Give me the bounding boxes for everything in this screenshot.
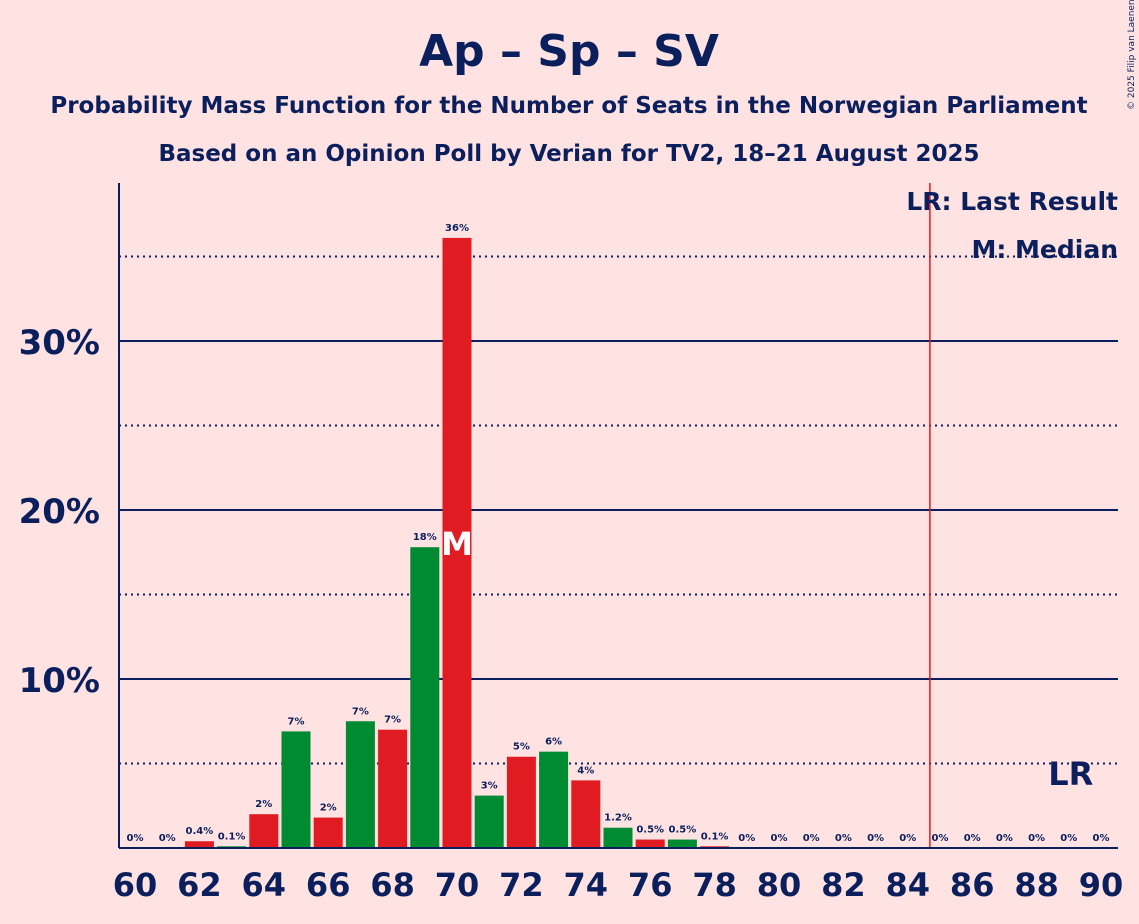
value-label-65: 7%	[288, 716, 305, 727]
x-tick-label: 86	[950, 866, 995, 904]
legend-last-result: LR: Last Result	[906, 187, 1118, 216]
value-label-78: 0.1%	[701, 831, 729, 842]
bar-76	[635, 839, 665, 848]
x-tick-label: 88	[1014, 866, 1059, 904]
copyright-text: © 2025 Filip van Laenen	[1127, 0, 1137, 110]
value-label-86: 0%	[964, 833, 981, 844]
x-tick-label: 80	[757, 866, 802, 904]
x-tick-label: 84	[886, 866, 931, 904]
x-tick-label: 82	[821, 866, 866, 904]
bars	[184, 237, 730, 848]
bar-64	[249, 814, 279, 848]
value-label-73: 6%	[545, 737, 562, 748]
value-label-84: 0%	[899, 833, 916, 844]
chart-subtitle-1: Probability Mass Function for the Number…	[50, 93, 1087, 119]
bar-72	[506, 756, 536, 848]
value-label-83: 0%	[867, 833, 884, 844]
value-label-72: 5%	[513, 742, 530, 753]
x-tick-label: 60	[113, 866, 158, 904]
value-label-85: 0%	[932, 833, 949, 844]
y-tick-label: 20%	[19, 492, 100, 532]
value-label-67: 7%	[352, 706, 369, 717]
x-tick-label: 62	[177, 866, 222, 904]
bar-73	[539, 751, 569, 848]
chart-title: Ap – Sp – SV	[419, 26, 719, 77]
value-label-62: 0.4%	[186, 826, 214, 837]
x-tick-label: 72	[499, 866, 544, 904]
x-tick-label: 74	[564, 866, 609, 904]
value-label-79: 0%	[738, 833, 755, 844]
value-label-76: 0.5%	[636, 825, 664, 836]
x-tick-label: 68	[370, 866, 415, 904]
bar-68	[378, 729, 408, 848]
value-label-63: 0.1%	[218, 831, 246, 842]
x-tick-label: 66	[306, 866, 351, 904]
value-label-71: 3%	[481, 781, 498, 792]
bar-75	[603, 827, 633, 848]
value-label-87: 0%	[996, 833, 1013, 844]
value-label-61: 0%	[159, 833, 176, 844]
bar-74	[571, 780, 601, 848]
value-label-74: 4%	[577, 765, 594, 776]
x-tick-label: 64	[242, 866, 287, 904]
value-label-89: 0%	[1060, 833, 1077, 844]
bar-77	[667, 839, 697, 848]
value-label-82: 0%	[835, 833, 852, 844]
chart-subtitle-2: Based on an Opinion Poll by Verian for T…	[158, 141, 979, 167]
bar-67	[345, 721, 375, 848]
value-label-64: 2%	[255, 799, 272, 810]
value-labels: 0% 0% 0.4% 0.1% 2% 7% 2% 7% 7% 18% 36% 3% 5% 6% 4% 1.2%…	[127, 223, 1110, 844]
value-label-88: 0%	[1028, 833, 1045, 844]
value-label-80: 0%	[771, 833, 788, 844]
y-tick-label: 10%	[19, 661, 100, 701]
value-label-69: 18%	[413, 532, 437, 543]
y-tick-label: 30%	[19, 323, 100, 363]
median-marker: M	[441, 525, 473, 563]
value-label-60: 0%	[127, 833, 144, 844]
bar-71	[474, 795, 504, 848]
value-label-90: 0%	[1093, 833, 1110, 844]
bar-70	[442, 237, 472, 848]
value-label-70: 36%	[445, 223, 469, 234]
value-label-66: 2%	[320, 803, 337, 814]
value-label-68: 7%	[384, 715, 401, 726]
x-tick-label: 76	[628, 866, 673, 904]
value-label-77: 0.5%	[669, 825, 697, 836]
legend-median: M: Median	[971, 235, 1118, 264]
value-label-75: 1.2%	[604, 813, 632, 824]
x-tick-label: 78	[692, 866, 737, 904]
gridlines	[119, 255, 1118, 765]
legend: LR: Last Result M: Median	[906, 187, 1118, 264]
x-tick-label: 70	[435, 866, 480, 904]
bar-66	[313, 817, 343, 848]
last-result-marker: LR	[1048, 755, 1093, 793]
bar-62	[184, 841, 214, 848]
bar-69	[410, 547, 440, 848]
x-tick-label: 90	[1079, 866, 1124, 904]
value-label-81: 0%	[803, 833, 820, 844]
axes: 10% 20% 30% 60 62 64 66 68 70 72 74 76 78 80 82 84 86 88 9…	[19, 183, 1124, 904]
bar-65	[281, 731, 311, 848]
